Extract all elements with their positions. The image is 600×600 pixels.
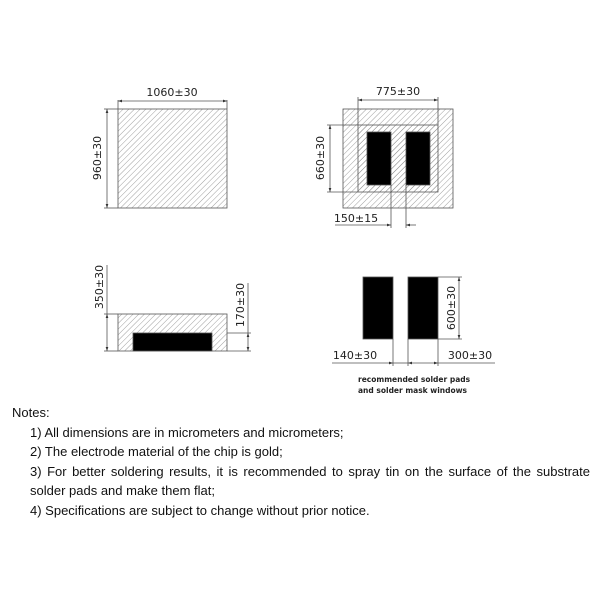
mask-height-label: 660±30 [314, 136, 327, 180]
solder-gap-label: 140±30 [333, 349, 377, 362]
note-item: 3) For better soldering results, it is r… [30, 463, 590, 499]
notes-section: Notes: 1) All dimensions are in micromet… [12, 403, 590, 520]
note-item: 2) The electrode material of the chip is… [30, 444, 283, 459]
solder-caption-line2: and solder mask windows [358, 386, 468, 395]
top-height-label: 960±30 [91, 136, 104, 180]
electrode-pad-right [405, 131, 431, 186]
solder-pad-width-label: 300±30 [448, 349, 492, 362]
note-item: 4) Specifications are subject to change … [30, 502, 370, 518]
solder-caption-line1: recommended solder pads [358, 375, 471, 384]
side-view [104, 265, 251, 352]
side-electrode [132, 332, 213, 352]
bottom-view [327, 97, 454, 228]
chip-dimension-drawing: 1060±30 960±30 775±30 660±30 150±15 350±… [91, 85, 495, 395]
top-view [104, 99, 228, 209]
total-height-label: 350±30 [93, 265, 106, 309]
solder-pad-height-label: 600±30 [445, 286, 458, 330]
solder-pad-left [362, 276, 394, 340]
solder-pad-layout [332, 276, 495, 366]
side-pad-height-label: 170±30 [234, 283, 247, 327]
mask-width-label: 775±30 [376, 85, 420, 98]
pad-gap-label: 150±15 [334, 212, 378, 225]
top-width-label: 1060±30 [146, 86, 197, 99]
notes-heading: Notes: [12, 405, 50, 420]
electrode-pad-left [366, 131, 392, 186]
solder-pad-right [407, 276, 439, 340]
note-item: 1) All dimensions are in micrometers and… [30, 424, 344, 440]
